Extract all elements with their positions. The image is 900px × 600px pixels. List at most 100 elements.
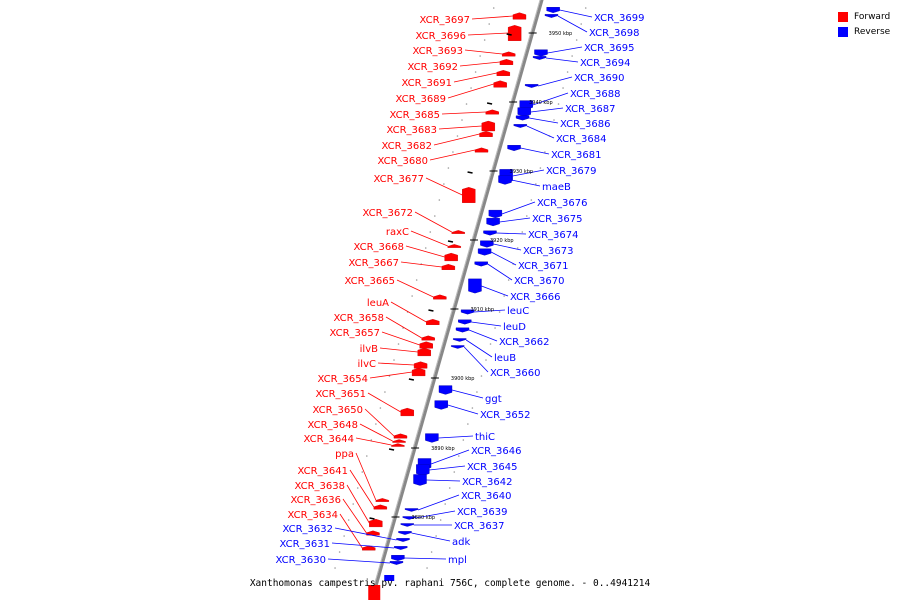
leader-line	[342, 498, 367, 534]
leader-line	[390, 301, 427, 323]
leader-line	[501, 201, 536, 215]
leader-line	[433, 133, 480, 146]
track-dot	[480, 375, 483, 377]
gene-label-XCR_3687: XCR_3687	[565, 104, 616, 115]
leader-line	[447, 83, 494, 99]
track-dot	[566, 71, 569, 73]
leader-line	[465, 339, 493, 358]
gene-label-XCR_3657: XCR_3657	[329, 328, 380, 339]
leader-line	[349, 469, 375, 508]
tick-label: 3920 kbp	[490, 238, 514, 244]
leader-line	[490, 251, 517, 266]
gene-label-XCR_3690: XCR_3690	[574, 73, 625, 84]
gene-label-XCR_3699: XCR_3699	[594, 13, 645, 24]
gene-label-XCR_3646: XCR_3646	[471, 446, 522, 457]
gene-label-leuA: leuA	[367, 298, 389, 309]
leader-line	[405, 245, 445, 258]
gene-label-XCR_3682: XCR_3682	[381, 141, 432, 152]
forward-gene-ilvC	[413, 361, 428, 369]
forward-gene-XCR_3665	[433, 294, 447, 300]
leader-line	[474, 309, 506, 313]
legend-swatch-reverse	[838, 26, 848, 37]
leader-line	[334, 527, 397, 541]
tick-dash	[447, 240, 454, 243]
tick-label: 3910 kbp	[470, 307, 494, 313]
leader-line	[499, 217, 531, 223]
leader-line	[496, 232, 527, 235]
reverse-gene-XCR_3666	[468, 278, 482, 294]
leader-line	[346, 484, 370, 524]
leader-line	[367, 392, 401, 413]
forward-gene-XCR_3697	[512, 12, 527, 20]
forward-gene-XCR_3644	[391, 443, 405, 447]
forward-gene-XCR_3693	[502, 51, 516, 57]
forward-gene-ilvB	[417, 347, 431, 357]
gene-label-XCR_3662: XCR_3662	[499, 337, 550, 348]
track-dot	[544, 151, 546, 153]
gene-label-XCR_3651: XCR_3651	[315, 389, 366, 400]
reverse-gene-adk	[398, 531, 412, 535]
track-dot	[476, 391, 478, 393]
gene-label-XCR_3676: XCR_3676	[537, 198, 588, 209]
track-dot	[562, 87, 564, 89]
reverse-gene-XCR_3631	[394, 546, 408, 550]
gene-label-XCR_3673: XCR_3673	[523, 246, 574, 257]
reverse-gene-ggt	[438, 385, 453, 395]
gene-label-XCR_3698: XCR_3698	[589, 28, 640, 39]
tick-dash	[369, 517, 375, 520]
forward-gene-XCR_3641	[373, 504, 388, 510]
gene-label-ilvB: ilvB	[360, 344, 378, 355]
reverse-gene-XCR_3652	[434, 400, 448, 410]
track-dot	[470, 87, 472, 89]
gene-label-XCR_3648: XCR_3648	[307, 420, 358, 431]
forward-gene-XCR_3691	[496, 70, 511, 76]
forward-gene-XCR_3689	[493, 80, 507, 88]
forward-gene-XCR_3657	[419, 341, 433, 349]
forward-gene-XCR_3682	[479, 131, 493, 137]
gene-label-XCR_3654: XCR_3654	[317, 374, 368, 385]
tick-label: 3900 kbp	[451, 376, 475, 382]
leader-line	[415, 510, 456, 519]
gene-label-XCR_3630: XCR_3630	[275, 555, 326, 566]
track-dot	[435, 535, 437, 537]
tick-dash	[506, 33, 512, 36]
gene-label-ilvC: ilvC	[358, 359, 376, 370]
gene-label-XCR_3677: XCR_3677	[373, 174, 424, 185]
reverse-gene-XCR_3660	[450, 345, 465, 349]
gene-label-XCR_3634: XCR_3634	[287, 510, 338, 521]
leader-line	[404, 557, 447, 560]
forward-gene-XCR_3677	[462, 187, 476, 203]
reverse-gene-XCR_3645	[416, 464, 430, 476]
gene-label-XCR_3680: XCR_3680	[377, 156, 428, 167]
leader-line	[512, 169, 545, 177]
gene-label-XCR_3679: XCR_3679	[546, 166, 597, 177]
backbone-line	[370, 0, 544, 600]
leader-line	[430, 449, 470, 465]
track-dot	[343, 535, 345, 537]
reverse-gene-XCR_3637	[400, 523, 414, 527]
track-dot	[539, 167, 542, 169]
gene-label-XCR_3691: XCR_3691	[401, 78, 452, 89]
reverse-gene-mpl	[391, 555, 405, 561]
gene-label-XCR_3695: XCR_3695	[584, 43, 635, 54]
gene-label-XCR_3652: XCR_3652	[480, 410, 531, 421]
legend-label-forward: Forward	[854, 11, 891, 22]
leader-line	[471, 321, 502, 327]
gene-label-XCR_3697: XCR_3697	[419, 15, 470, 26]
leader-line	[526, 125, 555, 139]
reverse-gene-XCR_3687	[517, 107, 531, 117]
forward-gene-XCR_3648	[392, 439, 406, 443]
legend-swatch-forward	[838, 11, 848, 22]
track-dot	[530, 199, 533, 201]
leader-line	[411, 532, 451, 542]
track-dot	[421, 583, 424, 585]
track-dot	[584, 7, 587, 9]
reverse-gene-XCR_3686	[515, 115, 530, 121]
reverse-gene-XCR_3694	[532, 56, 547, 60]
leader-line	[438, 125, 482, 130]
leader-line	[559, 9, 593, 18]
backbone-shadow	[369, 0, 541, 600]
track-dot	[465, 103, 468, 105]
gene-label-XCR_3689: XCR_3689	[395, 94, 446, 105]
